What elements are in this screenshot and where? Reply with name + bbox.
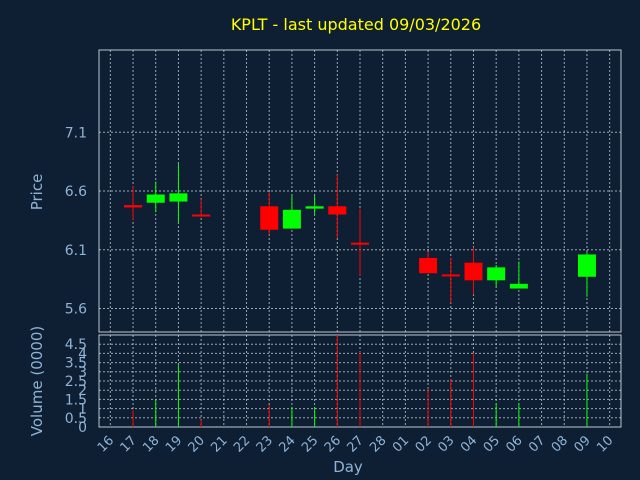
price-tick-label: 7.1 [65,125,87,141]
x-tick-label: 01 [390,433,412,455]
x-axis: 16 17 18 19 20 21 22 23 24 25 26 27 28 01 02 03 04 05 06 07… [95,433,617,455]
price-tick-label: 5.6 [65,302,87,318]
candle-body [282,209,301,229]
x-tick-label: 09 [571,433,593,455]
x-tick-label: 24 [276,433,298,455]
x-tick-label: 26 [322,433,344,455]
candle-body [577,254,596,277]
volume-tick-label: 1.5 [65,392,87,408]
x-tick-label: 18 [140,433,162,455]
volume-tick-label: 4.5 [65,337,87,353]
x-tick-label: 17 [118,433,140,455]
x-tick-label: 21 [208,433,230,455]
candle-body [441,274,460,277]
volume-tick-label: 2 [78,383,87,399]
x-tick-label: 22 [231,433,253,455]
volume-tick-label: 1 [78,402,87,418]
candle-body [124,205,143,208]
volume-tick-label: 4 [78,346,87,362]
x-tick-label: 02 [413,433,435,455]
candle-body [260,206,279,230]
x-tick-label: 28 [367,433,389,455]
x-tick-label: 19 [163,433,185,455]
volume-axis: 4.543.532.521.510.50 [65,337,87,436]
x-tick-label: 27 [345,433,367,455]
price-tick-label: 6.1 [65,243,87,259]
x-tick-label: 07 [526,433,548,455]
x-tick-label: 06 [503,433,525,455]
candle-body [464,262,483,281]
volume-axis-label: Volume (0000) [28,326,46,436]
x-tick-label: 10 [594,433,616,455]
x-tick-label: 25 [299,433,321,455]
candle-body [305,206,324,209]
candles [124,163,596,303]
candle-body [146,194,165,203]
volume-tick-label: 3 [78,365,87,381]
candle-body [328,206,347,215]
volume-tick-label: 0 [78,420,87,436]
x-tick-label: 08 [549,433,571,455]
x-tick-label: 03 [435,433,457,455]
volume-bars [132,335,588,427]
volume-tick-label: 0.5 [65,411,87,427]
x-tick-label: 05 [481,433,503,455]
candle-body [509,283,528,289]
candle-body [192,214,211,217]
price-tick-label: 6.6 [65,184,87,200]
price-axis-label: Price [28,174,46,211]
candle-body [487,267,506,281]
volume-tick-label: 2.5 [65,374,87,390]
x-tick-label: 20 [186,433,208,455]
price-axis: 7.1 6.6 6.1 5.6 [65,125,87,317]
candle-body [419,257,438,274]
volume-tick-label: 3.5 [65,356,87,372]
x-axis-label: Day [333,458,363,476]
x-tick-label: 23 [254,433,276,455]
x-tick-label: 04 [458,433,480,455]
candle-body [351,242,369,245]
candle-body [169,193,188,202]
chart-title: KPLT - last updated 09/03/2026 [231,15,481,34]
x-tick-label: 16 [95,433,117,455]
